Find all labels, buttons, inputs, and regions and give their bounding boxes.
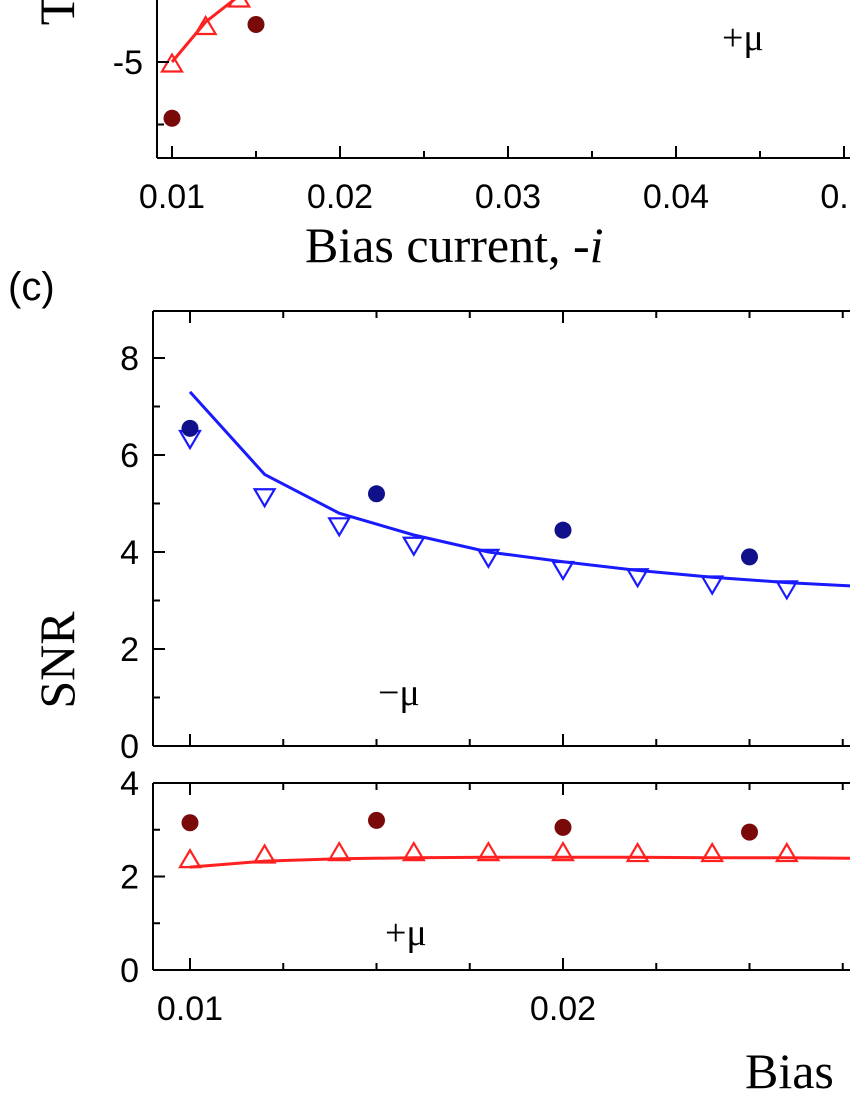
cu-data-point-triangle-down bbox=[774, 580, 799, 601]
cl-x-tick-label: 0.01 bbox=[157, 990, 223, 1028]
cu-y-tick-label: 2 bbox=[120, 631, 139, 669]
top-axes: 0.01 0.02 0.03 0.04 0.0 -5 bbox=[113, 0, 850, 216]
cl-data-point-triangle-up bbox=[774, 841, 799, 863]
c-upper-panel: 0 2 4 6 8 −μ bbox=[120, 310, 850, 766]
top-plus-mu-annotation: +μ bbox=[722, 17, 764, 59]
cu-data-point-triangle-down bbox=[625, 568, 650, 589]
top-y-axis-label-fragment: T bbox=[29, 0, 85, 25]
cl-data-point-circle bbox=[554, 818, 572, 836]
cl-x-tick-label: 0.02 bbox=[530, 990, 596, 1028]
top-x-tick-label: 0.04 bbox=[643, 178, 709, 216]
plus-mu-annotation: +μ bbox=[385, 912, 427, 954]
cu-data-point-triangle-down bbox=[476, 548, 501, 570]
cu-data-point-circle bbox=[741, 548, 758, 566]
c-lower-plot-marks bbox=[178, 811, 850, 869]
cu-y-tick-label: 6 bbox=[120, 437, 139, 475]
cu-data-point-triangle-down bbox=[551, 560, 575, 582]
cu-data-point-triangle-down bbox=[252, 488, 277, 509]
cl-series-line bbox=[189, 855, 850, 869]
top-data-point-circle bbox=[163, 109, 181, 127]
bottom-x-axis-label: Bias bbox=[745, 1043, 834, 1099]
top-data-point-circle bbox=[247, 16, 265, 33]
cu-data-point-circle bbox=[554, 521, 572, 539]
cu-data-point-circle bbox=[181, 419, 199, 437]
top-x-tick-label: 0.02 bbox=[307, 178, 373, 216]
cl-data-point-triangle-up bbox=[401, 840, 426, 862]
cu-data-point-circle bbox=[368, 485, 385, 503]
top-panel: 0.01 0.02 0.03 0.04 0.0 -5 T +μ Bias current,… bbox=[29, 0, 850, 273]
cl-data-point-triangle-up bbox=[625, 841, 650, 863]
top-x-tick-label: 0.03 bbox=[475, 178, 541, 216]
cl-data-point-circle bbox=[368, 811, 385, 829]
cu-data-point-triangle-down bbox=[700, 575, 725, 596]
cl-y-tick-label: 4 bbox=[120, 765, 139, 803]
top-x-tick-label: 0.0 bbox=[820, 178, 850, 216]
c-upper-axes: 0 2 4 6 8 bbox=[120, 310, 850, 766]
c-lower-axes: 0.01 0.02 0 2 4 bbox=[120, 765, 850, 1028]
c-upper-plot-marks bbox=[178, 390, 850, 601]
top-x-tick-label: 0.01 bbox=[139, 178, 205, 216]
top-data-point-triangle-up bbox=[193, 14, 218, 36]
cl-data-point-circle bbox=[741, 823, 758, 841]
cl-y-tick-label: 0 bbox=[120, 952, 139, 990]
cl-data-point-triangle-up bbox=[476, 840, 501, 862]
cu-y-tick-label: 4 bbox=[120, 534, 139, 572]
top-plot-marks bbox=[160, 0, 265, 127]
snr-y-axis-label: SNR bbox=[29, 611, 85, 709]
top-x-axis-label: Bias current, -i bbox=[305, 217, 604, 273]
top-y-tick-label: -5 bbox=[113, 44, 143, 82]
cl-data-point-triangle-up bbox=[700, 841, 725, 863]
cl-data-point-triangle-up bbox=[551, 840, 575, 862]
cl-data-point-triangle-up bbox=[327, 840, 352, 862]
panel-label-c: (c) bbox=[8, 265, 55, 309]
cl-data-point-triangle-up bbox=[178, 847, 202, 869]
minus-mu-annotation: −μ bbox=[378, 672, 420, 714]
cl-data-point-triangle-up bbox=[252, 843, 277, 864]
cl-data-point-circle bbox=[181, 814, 199, 832]
cu-y-tick-label: 0 bbox=[120, 728, 139, 766]
cu-data-point-triangle-down bbox=[401, 536, 426, 557]
cu-series-line bbox=[188, 390, 850, 588]
top-series-line bbox=[170, 0, 237, 63]
cl-y-tick-label: 2 bbox=[120, 859, 139, 897]
top-data-point-triangle-up bbox=[227, 0, 252, 8]
cu-y-tick-label: 8 bbox=[120, 340, 139, 378]
c-lower-panel: 0.01 0.02 0 2 4 +μ bbox=[120, 765, 850, 1028]
cu-data-point-triangle-down bbox=[327, 517, 352, 538]
